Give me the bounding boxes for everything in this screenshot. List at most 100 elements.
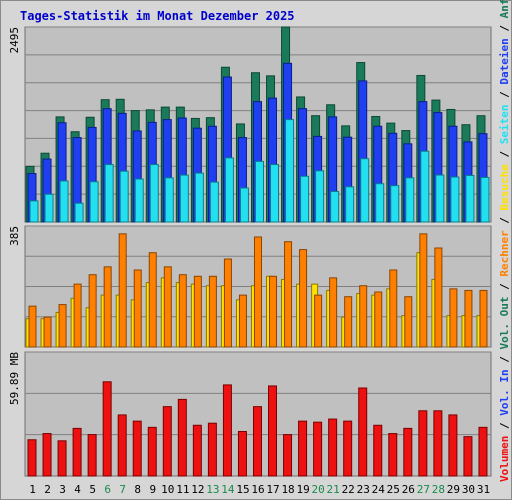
bar-seiten-day-20 bbox=[315, 170, 325, 223]
bar-volumen-day-13 bbox=[207, 422, 217, 477]
day-label-27: 27 bbox=[417, 483, 430, 496]
day-label-9: 9 bbox=[149, 483, 156, 496]
day-label-3: 3 bbox=[59, 483, 66, 496]
legend-part-10: Seiten bbox=[498, 104, 511, 144]
bar-rechner-day-5 bbox=[88, 274, 97, 348]
bar-rechner-day-1 bbox=[28, 305, 37, 348]
bar-volumen-day-23 bbox=[358, 387, 368, 477]
bar-seiten-day-6 bbox=[104, 164, 114, 223]
day-label-12: 12 bbox=[191, 483, 204, 496]
y-axis-max-labels: 2495 385 59.89 MB bbox=[8, 27, 21, 405]
bar-volumen-day-29 bbox=[448, 414, 458, 477]
legend-part-13: / bbox=[498, 18, 511, 38]
bar-seiten-day-10 bbox=[164, 177, 174, 223]
bar-rechner-day-24 bbox=[374, 291, 383, 348]
legend-part-9: / bbox=[498, 144, 511, 164]
bar-seiten-day-2 bbox=[44, 193, 54, 223]
bar-seiten-day-31 bbox=[480, 176, 490, 223]
bar-volumen-day-1 bbox=[27, 439, 37, 477]
y-max-label-2: 385 bbox=[8, 226, 21, 246]
bar-seiten-day-13 bbox=[209, 181, 219, 223]
day-label-29: 29 bbox=[447, 483, 460, 496]
legend-part-3: / bbox=[498, 350, 511, 370]
day-label-25: 25 bbox=[387, 483, 400, 496]
bar-seiten-day-25 bbox=[390, 185, 400, 223]
day-label-20: 20 bbox=[312, 483, 325, 496]
bar-rechner-day-18 bbox=[284, 241, 293, 348]
bar-volumen-day-16 bbox=[252, 406, 262, 477]
bar-volumen-day-31 bbox=[478, 426, 488, 477]
bar-rechner-day-27 bbox=[419, 233, 428, 348]
bar-volumen-day-12 bbox=[192, 424, 202, 477]
bar-seiten-day-30 bbox=[465, 174, 475, 223]
bar-seiten-day-21 bbox=[330, 191, 340, 223]
bar-rechner-day-17 bbox=[269, 275, 278, 348]
bar-volumen-day-11 bbox=[177, 398, 187, 477]
bar-seiten-day-4 bbox=[74, 202, 84, 223]
x-axis-day-labels: 1 2 3 4 5 6 7 8 9 10 11 12 13 14 15 16 17 18 19 20 21 22 23 24 2… bbox=[29, 483, 490, 496]
bar-volumen-day-9 bbox=[147, 426, 157, 477]
bar-volumen-day-4 bbox=[72, 427, 82, 477]
legend-part-7: / bbox=[498, 210, 511, 230]
chart-title: Tages-Statistik im Monat Dezember 2025 bbox=[20, 9, 295, 23]
bar-rechner-day-9 bbox=[148, 252, 157, 348]
legend-part-14: Anfragen bbox=[498, 0, 511, 18]
bar-rechner-day-15 bbox=[238, 294, 247, 348]
bar-volumen-day-17 bbox=[268, 385, 278, 477]
bar-seiten-day-11 bbox=[179, 174, 189, 223]
day-label-15: 15 bbox=[236, 483, 249, 496]
bar-volumen-day-6 bbox=[102, 381, 112, 477]
legend-part-11: / bbox=[498, 85, 511, 105]
bar-seiten-day-1 bbox=[29, 200, 39, 223]
legend-part-4: Vol. Out bbox=[498, 297, 511, 350]
day-label-4: 4 bbox=[74, 483, 81, 496]
bar-rechner-day-23 bbox=[359, 285, 368, 348]
bar-volumen-day-25 bbox=[388, 433, 398, 477]
bar-rechner-day-11 bbox=[178, 274, 187, 348]
bar-volumen-day-21 bbox=[328, 418, 338, 477]
bar-volumen-day-14 bbox=[222, 384, 232, 477]
bar-rechner-day-13 bbox=[208, 275, 217, 348]
bar-rechner-day-20 bbox=[314, 294, 323, 348]
bar-seiten-day-3 bbox=[59, 180, 69, 223]
bar-seiten-day-29 bbox=[450, 176, 460, 223]
bar-seiten-day-18 bbox=[285, 119, 295, 223]
bar-rechner-day-8 bbox=[133, 269, 142, 348]
legend-part-12: Dateien bbox=[498, 38, 511, 84]
day-label-6: 6 bbox=[104, 483, 111, 496]
bar-rechner-day-7 bbox=[118, 233, 127, 348]
day-label-31: 31 bbox=[477, 483, 490, 496]
bar-seiten-day-19 bbox=[300, 175, 310, 223]
day-label-5: 5 bbox=[89, 483, 96, 496]
bar-seiten-day-28 bbox=[435, 174, 445, 223]
bar-volumen-day-8 bbox=[132, 420, 142, 477]
bar-volumen-day-27 bbox=[418, 410, 428, 477]
day-label-23: 23 bbox=[357, 483, 370, 496]
bar-volumen-day-20 bbox=[313, 421, 323, 477]
day-label-21: 21 bbox=[327, 483, 340, 496]
bar-seiten-day-26 bbox=[405, 177, 415, 223]
bar-volumen-day-10 bbox=[162, 406, 172, 477]
bar-volumen-day-7 bbox=[117, 414, 127, 477]
bar-rechner-day-3 bbox=[58, 304, 67, 348]
bar-seiten-day-12 bbox=[194, 172, 204, 223]
day-label-30: 30 bbox=[462, 483, 475, 496]
day-label-17: 17 bbox=[266, 483, 279, 496]
bar-rechner-day-4 bbox=[73, 283, 82, 348]
legend-part-5: / bbox=[498, 277, 511, 297]
bar-volumen-day-24 bbox=[373, 424, 383, 477]
day-label-7: 7 bbox=[119, 483, 126, 496]
day-label-10: 10 bbox=[161, 483, 174, 496]
bar-volumen-day-22 bbox=[343, 420, 353, 477]
bar-volumen-day-18 bbox=[283, 434, 293, 477]
bar-rechner-day-6 bbox=[103, 266, 112, 348]
bar-rechner-day-16 bbox=[253, 236, 262, 348]
bar-rechner-day-14 bbox=[223, 258, 232, 348]
bar-volumen-day-30 bbox=[463, 436, 473, 477]
day-label-16: 16 bbox=[251, 483, 264, 496]
day-label-1: 1 bbox=[29, 483, 36, 496]
legend-part-1: / bbox=[498, 416, 511, 436]
day-label-19: 19 bbox=[296, 483, 309, 496]
bar-rechner-day-2 bbox=[43, 316, 52, 348]
day-label-8: 8 bbox=[134, 483, 141, 496]
